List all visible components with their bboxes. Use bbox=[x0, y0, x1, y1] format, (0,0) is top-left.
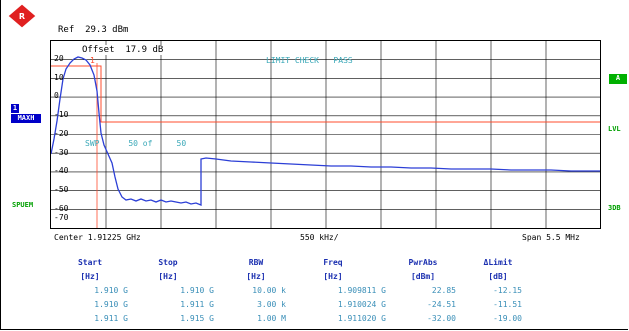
limit-line bbox=[51, 65, 600, 123]
y-label-20: 20 bbox=[54, 54, 64, 63]
col-header-freq: Freq bbox=[323, 258, 343, 267]
col-header-stop: Stop bbox=[158, 258, 178, 267]
cell-start: 1.911 G bbox=[94, 314, 128, 323]
col-unit-rbw: [Hz] bbox=[246, 272, 266, 281]
cell-start: 1.910 G bbox=[94, 300, 128, 309]
trace-mode-maxh-badge: MAXH bbox=[11, 114, 41, 123]
sweep-count: SWP 50 of 50 bbox=[85, 139, 187, 148]
cell-delta-limit: -19.00 bbox=[493, 314, 522, 323]
table-row: 1.910 G 1.910 G 10.00 k 1.909811 G 22.85… bbox=[0, 286, 629, 298]
marker-1-label: 1 bbox=[90, 56, 95, 65]
y-label-minus50: -50 bbox=[54, 185, 69, 194]
trace-number-badge: 1 bbox=[11, 104, 19, 113]
col-unit-delta-limit: [dB] bbox=[488, 272, 508, 281]
cell-rbw: 1.00 M bbox=[257, 314, 286, 323]
per-division-label: 550 kHz/ bbox=[300, 233, 339, 242]
col-header-delta-limit: ΔLimit bbox=[483, 258, 513, 267]
col-unit-start: [Hz] bbox=[80, 272, 100, 281]
svg-text:R: R bbox=[19, 12, 25, 21]
cell-stop: 1.915 G bbox=[180, 314, 214, 323]
y-label-minus40: -40 bbox=[54, 166, 69, 175]
col-unit-freq: [Hz] bbox=[323, 272, 343, 281]
cell-freq: 1.911020 G bbox=[337, 314, 386, 323]
y-label-minus30: -30 bbox=[54, 148, 69, 157]
cell-start: 1.910 G bbox=[94, 286, 128, 295]
cell-pwrabs: -32.00 bbox=[427, 314, 456, 323]
col-unit-stop: [Hz] bbox=[158, 272, 178, 281]
spectrum-display bbox=[50, 40, 601, 229]
cell-delta-limit: -12.15 bbox=[493, 286, 522, 295]
3db-label: 3DB bbox=[608, 204, 621, 212]
grid bbox=[51, 41, 600, 228]
spectrum-plot bbox=[51, 41, 600, 228]
cell-freq: 1.909811 G bbox=[337, 286, 386, 295]
y-label-minus10: -10 bbox=[54, 110, 69, 119]
cell-stop: 1.910 G bbox=[180, 286, 214, 295]
y-label-minus60: -60 bbox=[54, 204, 69, 213]
y-label-minus20: -20 bbox=[54, 129, 69, 138]
cell-pwrabs: 22.85 bbox=[431, 286, 456, 295]
spuem-mode-label: SPUEM bbox=[12, 201, 34, 209]
col-header-pwrabs: PwrAbs bbox=[408, 258, 438, 267]
col-header-rbw: RBW bbox=[248, 258, 264, 267]
offset-label: Offset 17.9 dB bbox=[80, 45, 166, 55]
rohde-schwarz-logo: R bbox=[7, 3, 37, 29]
table-row: 1.911 G 1.915 G 1.00 M 1.911020 G -32.00… bbox=[0, 314, 629, 326]
col-unit-pwrabs: [dBm] bbox=[410, 272, 436, 281]
cell-stop: 1.911 G bbox=[180, 300, 214, 309]
a-badge: A bbox=[609, 74, 627, 84]
cell-pwrabs: -24.51 bbox=[427, 300, 456, 309]
limit-check-status: LIMIT CHECK PASS bbox=[266, 56, 353, 65]
spectrum-trace bbox=[51, 56, 600, 206]
y-label-10: 10 bbox=[54, 73, 64, 82]
cell-freq: 1.910024 G bbox=[337, 300, 386, 309]
lvl-label: LVL bbox=[608, 125, 621, 133]
table-row: 1.910 G 1.911 G 3.00 k 1.910024 G -24.51… bbox=[0, 300, 629, 312]
y-label-0: 0 bbox=[54, 91, 59, 100]
y-label-minus70: -70 bbox=[54, 213, 69, 222]
ref-level-label: Ref 29.3 dBm bbox=[58, 25, 129, 35]
cell-rbw: 3.00 k bbox=[257, 300, 286, 309]
span-label: Span 5.5 MHz bbox=[522, 233, 580, 242]
cell-rbw: 10.00 k bbox=[252, 286, 286, 295]
cell-delta-limit: -11.51 bbox=[493, 300, 522, 309]
col-header-start: Start bbox=[77, 258, 103, 267]
center-frequency-label: Center 1.91225 GHz bbox=[54, 233, 141, 242]
